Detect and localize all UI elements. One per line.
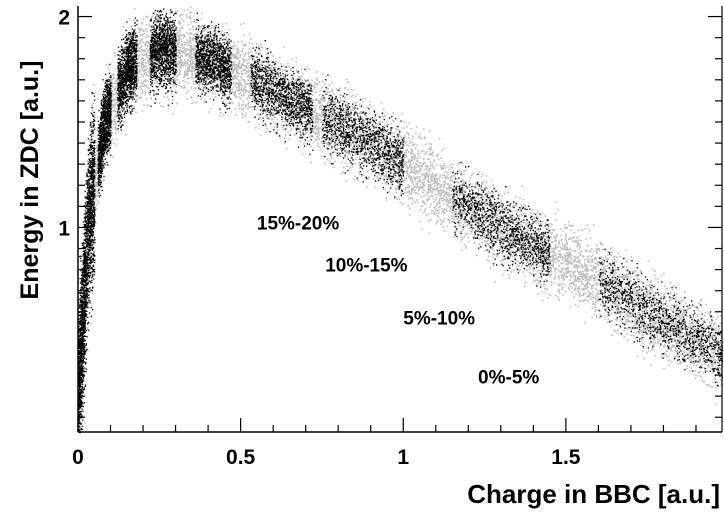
x-axis-label: Charge in BBC [a.u.] [467,479,720,509]
centrality-bin-9 [84,91,96,386]
bin-annotations: 0%-5% 5%-10% 10%-15% 15%-20% [257,214,540,389]
centrality-bin-7 [117,17,138,131]
x-tick-label: 0.5 [226,446,256,469]
centrality-bin-6 [149,8,177,107]
bin-label: 15%-20% [257,214,339,235]
bin-label: 0%-5% [478,367,539,388]
centrality-bin-points [78,8,724,434]
plot-frame [77,6,723,433]
centrality-bin-2 [452,161,551,288]
axis-ticks [77,15,722,432]
bin-label: 10%-15% [325,256,407,277]
x-tick-label: 1 [397,446,409,469]
y-tick-label: 1 [58,217,70,240]
y-tick-label: 2 [58,7,70,30]
bin-label: 5%-10% [403,308,475,329]
centrality-bin-5 [195,12,233,114]
centrality-bin-8 [97,63,112,198]
centrality-bin-3 [322,74,405,198]
y-axis-label: Energy in ZDC [a.u.] [16,61,44,300]
centrality-bin-10 [78,205,86,434]
centrality-bin-4 [250,40,314,155]
x-tick-label: 1.5 [551,446,581,469]
centrality-bin-1 [598,249,724,387]
x-tick-label: 0 [72,446,84,469]
tick-labels: 0 0.5 1 1.5 1 2 [58,7,580,469]
